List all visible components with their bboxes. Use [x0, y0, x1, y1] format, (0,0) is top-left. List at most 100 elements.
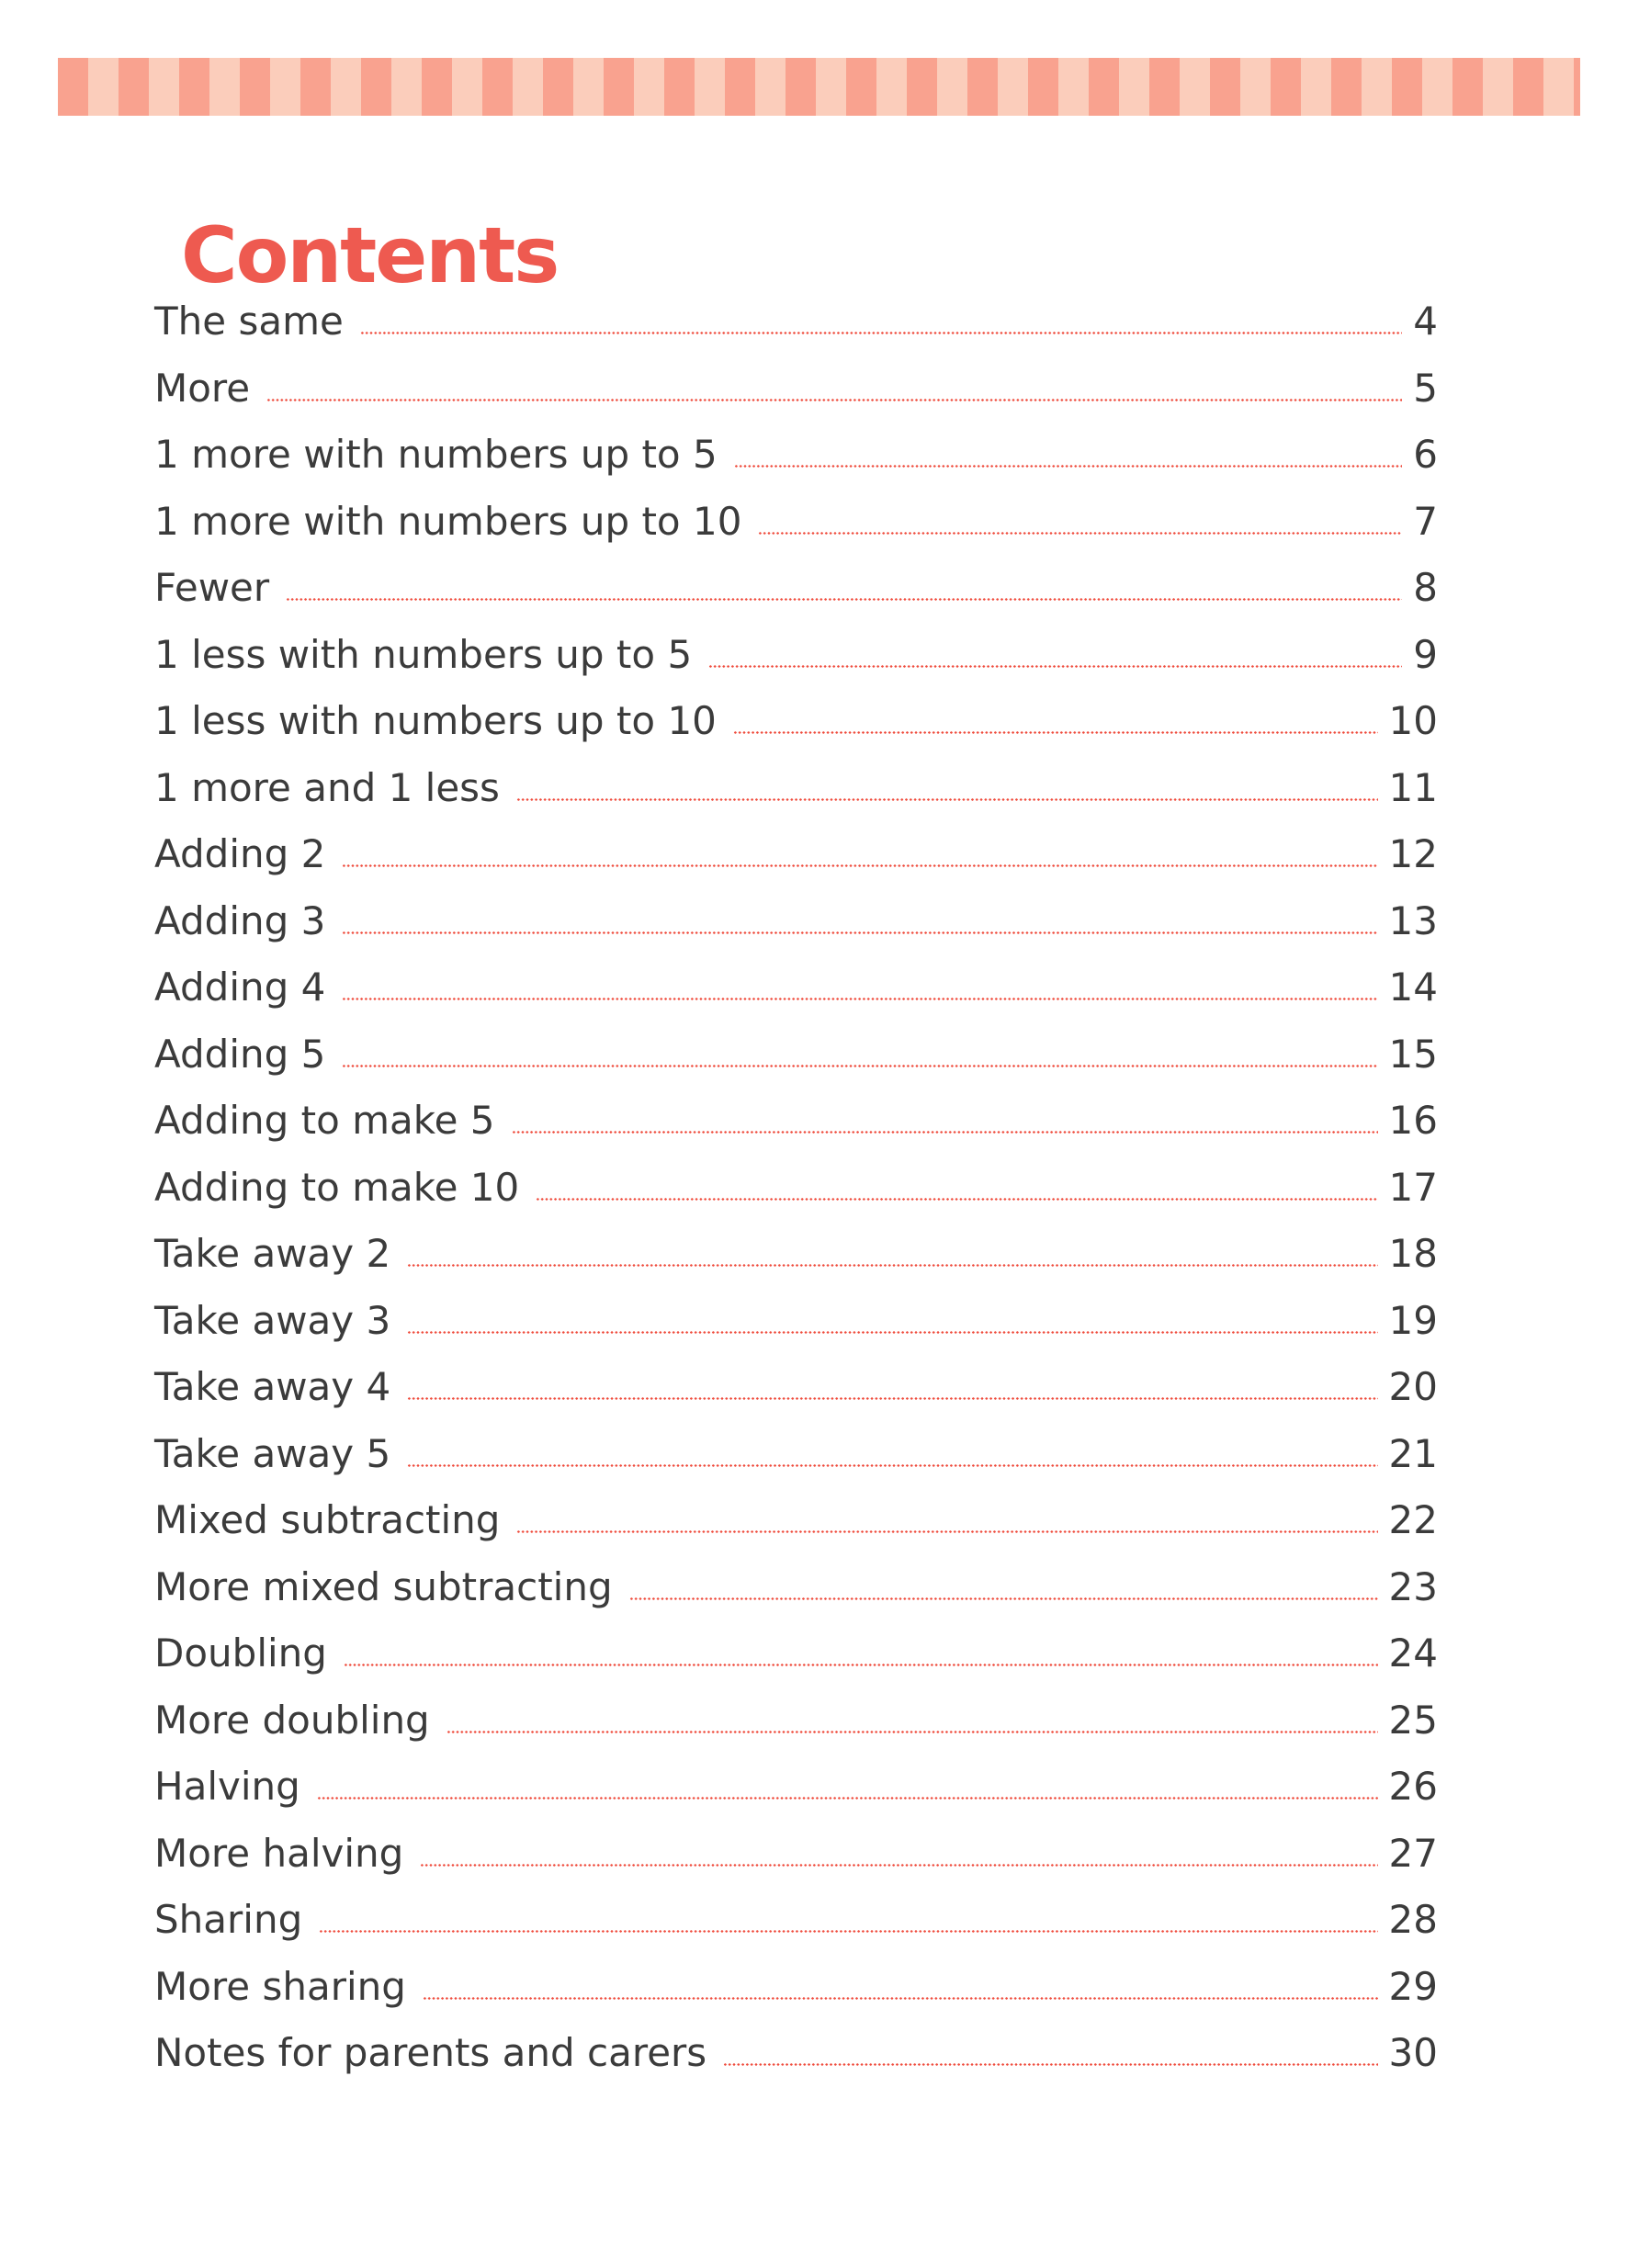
- dotted-leader: [407, 1463, 1378, 1467]
- toc-entry-page-number: 29: [1388, 1963, 1438, 2009]
- toc-entry-page-number: 22: [1388, 1497, 1438, 1542]
- toc-entry-page-number: 24: [1388, 1630, 1438, 1676]
- toc-entry-label: Take away 4: [154, 1364, 391, 1409]
- toc-entry-page-number: 10: [1388, 698, 1438, 743]
- toc-entry: 1 less with numbers up to 10 10: [154, 688, 1438, 755]
- toc-entry: Sharing 28: [154, 1887, 1438, 1954]
- toc-entry-page-number: 23: [1388, 1563, 1438, 1609]
- dotted-leader: [342, 1064, 1378, 1067]
- toc-entry: Doubling 24: [154, 1620, 1438, 1687]
- toc-entry-page-number: 27: [1388, 1830, 1438, 1876]
- toc-entry-label: More doubling: [154, 1697, 430, 1743]
- toc-entry: Take away 3 19: [154, 1288, 1438, 1355]
- dotted-leader: [723, 2063, 1378, 2066]
- toc-entry-label: 1 less with numbers up to 5: [154, 631, 693, 677]
- dotted-leader: [342, 864, 1378, 867]
- toc-entry-page-number: 30: [1388, 2030, 1438, 2075]
- toc-entry: Adding 2 12: [154, 821, 1438, 888]
- toc-entry-page-number: 6: [1413, 432, 1438, 477]
- toc-entry: Adding to make 5 16: [154, 1088, 1438, 1155]
- dotted-leader: [286, 598, 1403, 601]
- striped-banner: [58, 58, 1580, 116]
- toc-entry-label: Halving: [154, 1764, 300, 1809]
- toc-entry-page-number: 28: [1388, 1897, 1438, 1942]
- toc-entry-page-number: 21: [1388, 1430, 1438, 1476]
- dotted-leader: [342, 931, 1378, 934]
- dotted-leader: [758, 531, 1403, 535]
- dotted-leader: [422, 1996, 1378, 2000]
- toc-entry-label: 1 less with numbers up to 10: [154, 698, 717, 743]
- dotted-leader: [536, 1197, 1378, 1201]
- toc-entry-label: Mixed subtracting: [154, 1497, 501, 1542]
- toc-entry: Adding 3 13: [154, 888, 1438, 955]
- toc-entry: More doubling 25: [154, 1687, 1438, 1755]
- toc-entry: Take away 2 18: [154, 1221, 1438, 1288]
- toc-entry-page-number: 14: [1388, 965, 1438, 1010]
- toc-entry-label: Take away 5: [154, 1430, 391, 1476]
- toc-entry-page-number: 9: [1413, 631, 1438, 677]
- toc-entry: More sharing 29: [154, 1954, 1438, 2021]
- dotted-leader: [733, 465, 1403, 468]
- toc-entry-page-number: 8: [1413, 565, 1438, 610]
- toc-entry: 1 more and 1 less 11: [154, 755, 1438, 822]
- toc-entry-page-number: 4: [1413, 299, 1438, 344]
- toc-entry-label: The same: [154, 299, 344, 344]
- dotted-leader: [515, 797, 1378, 801]
- toc-entry-label: Take away 3: [154, 1297, 391, 1343]
- dotted-leader: [359, 332, 1403, 334]
- dotted-leader: [407, 1264, 1378, 1267]
- toc-entry-label: Adding 5: [154, 1031, 326, 1077]
- dotted-leader: [446, 1730, 1378, 1733]
- toc-entry-label: More: [154, 365, 251, 411]
- dotted-leader: [319, 1930, 1378, 1933]
- toc-entry-label: More sharing: [154, 1963, 406, 2009]
- toc-entry-label: Fewer: [154, 565, 270, 610]
- toc-entry-label: Take away 2: [154, 1231, 391, 1276]
- toc-entry: More mixed subtracting 23: [154, 1554, 1438, 1621]
- toc-entry: 1 less with numbers up to 5 9: [154, 622, 1438, 689]
- dotted-leader: [266, 398, 1403, 401]
- dotted-leader: [420, 1863, 1378, 1867]
- dotted-leader: [342, 998, 1378, 1000]
- toc-entry: Fewer 8: [154, 555, 1438, 622]
- dotted-leader: [708, 664, 1403, 668]
- toc-entry-label: Adding to make 5: [154, 1098, 495, 1143]
- dotted-leader: [316, 1797, 1378, 1800]
- toc-entry-label: More mixed subtracting: [154, 1563, 613, 1609]
- toc-entry: More halving 27: [154, 1821, 1438, 1888]
- toc-entry-page-number: 12: [1388, 831, 1438, 876]
- dotted-leader: [628, 1597, 1378, 1600]
- toc-entry-label: 1 more and 1 less: [154, 764, 500, 810]
- toc-entry: 1 more with numbers up to 5 6: [154, 422, 1438, 489]
- toc-entry-label: Doubling: [154, 1630, 327, 1676]
- toc-entry-label: Sharing: [154, 1897, 303, 1942]
- toc-entry-label: Notes for parents and carers: [154, 2030, 707, 2075]
- toc-entry-page-number: 18: [1388, 1231, 1438, 1276]
- toc-entry-page-number: 17: [1388, 1164, 1438, 1210]
- toc-entry-label: 1 more with numbers up to 10: [154, 498, 742, 544]
- toc-entry: 1 more with numbers up to 10 7: [154, 489, 1438, 556]
- toc-entry-label: Adding 2: [154, 831, 326, 876]
- toc-entry-label: Adding 3: [154, 897, 326, 943]
- toc-entry: Adding to make 10 17: [154, 1155, 1438, 1222]
- dotted-leader: [343, 1664, 1378, 1666]
- dotted-leader: [732, 731, 1378, 734]
- dotted-leader: [516, 1530, 1378, 1533]
- toc-entry: Halving 26: [154, 1754, 1438, 1821]
- toc-entry-page-number: 25: [1388, 1697, 1438, 1743]
- toc-entry-page-number: 26: [1388, 1764, 1438, 1809]
- toc-entry: Take away 5 21: [154, 1421, 1438, 1488]
- toc-entry: Notes for parents and carers 30: [154, 2020, 1438, 2087]
- toc-entry: Take away 4 20: [154, 1354, 1438, 1421]
- toc-entry-label: Adding 4: [154, 965, 326, 1010]
- toc-entry-page-number: 5: [1413, 365, 1438, 411]
- dotted-leader: [407, 1397, 1378, 1400]
- toc-entry-page-number: 7: [1413, 498, 1438, 544]
- toc-entry-label: More halving: [154, 1830, 404, 1876]
- dotted-leader: [511, 1131, 1378, 1134]
- toc-entry: Adding 4 14: [154, 954, 1438, 1021]
- toc-entry: The same 4: [154, 288, 1438, 355]
- table-of-contents: The same 4 More 5 1 more with numbers up…: [154, 288, 1438, 2087]
- toc-entry: More 5: [154, 355, 1438, 423]
- toc-entry-page-number: 16: [1388, 1098, 1438, 1143]
